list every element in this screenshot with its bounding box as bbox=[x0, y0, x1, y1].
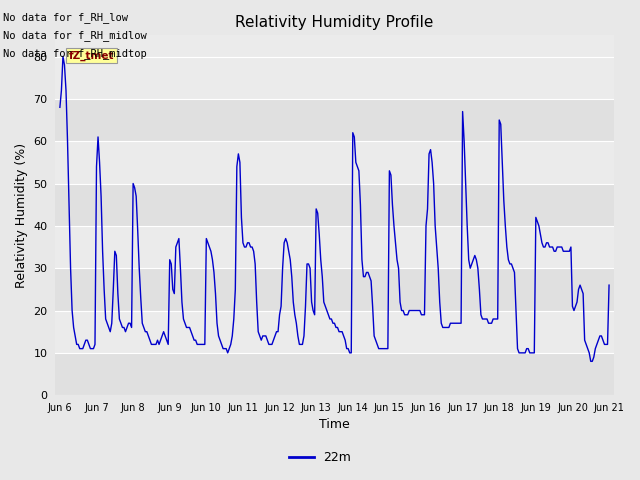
Text: fZ_tmet: fZ_tmet bbox=[69, 50, 115, 61]
Bar bbox=[55, 311, 614, 353]
Bar bbox=[55, 268, 614, 311]
X-axis label: Time: Time bbox=[319, 419, 350, 432]
Bar bbox=[55, 226, 614, 268]
Y-axis label: Relativity Humidity (%): Relativity Humidity (%) bbox=[15, 143, 28, 288]
Text: No data for f_RH_midlow: No data for f_RH_midlow bbox=[3, 30, 147, 41]
Bar bbox=[55, 353, 614, 395]
Title: Relativity Humidity Profile: Relativity Humidity Profile bbox=[236, 15, 434, 30]
Text: No data for f_RH_midtop: No data for f_RH_midtop bbox=[3, 48, 147, 60]
Bar bbox=[55, 183, 614, 226]
Text: No data for f_RH_low: No data for f_RH_low bbox=[3, 12, 128, 23]
Legend: 22m: 22m bbox=[284, 446, 356, 469]
Bar bbox=[55, 141, 614, 183]
Bar bbox=[55, 57, 614, 99]
Bar bbox=[55, 99, 614, 141]
